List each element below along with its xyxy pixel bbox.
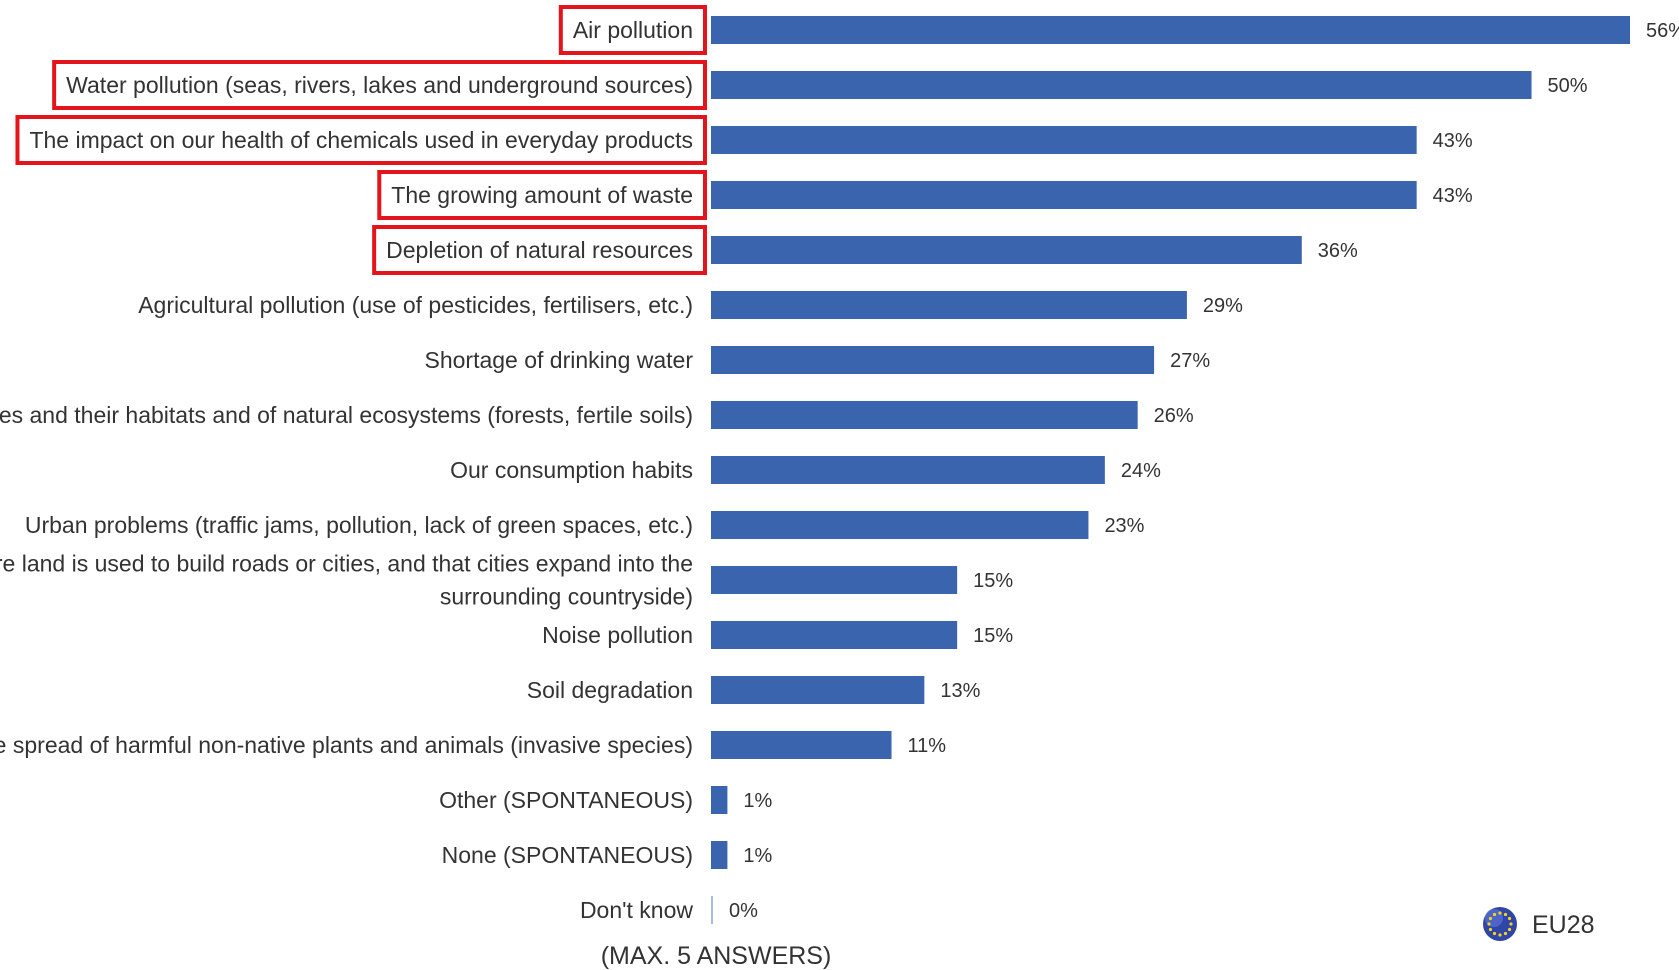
category-label-line: Urban problems (traffic jams, pollution,…: [25, 512, 693, 538]
legend-label: EU28: [1532, 911, 1595, 939]
eu-flag-star: [1498, 933, 1502, 937]
category-label: The spread of harmful non-native plants …: [0, 732, 693, 758]
category-label: Don't know: [580, 897, 693, 923]
category-label-line: species and their habitats and of natura…: [0, 402, 693, 428]
highlight-box: [52, 60, 707, 110]
value-label: 0%: [729, 900, 758, 922]
category-label: Our consumption habits: [450, 457, 693, 483]
category-label: Soil degradation: [527, 677, 693, 703]
eu-flag-star: [1507, 916, 1512, 921]
category-label-line: Agricultural pollution (use of pesticide…: [138, 292, 693, 318]
bar: [711, 346, 1155, 374]
category-label-line: Noise pollution: [542, 622, 693, 648]
bar: [711, 511, 1089, 539]
bar: [711, 456, 1105, 484]
category-label-line: t more land is used to build roads or ci…: [0, 551, 693, 577]
highlight-box: [15, 115, 707, 165]
category-label-line: Soil degradation: [527, 677, 693, 703]
category-label-line: Air pollution: [573, 17, 693, 43]
chart-note: (MAX. 5 ANSWERS): [601, 942, 832, 970]
chart-plot-area: 56% Air pollution 50% Water pollution (seas…: [0, 5, 1679, 924]
category-label-line: Other (SPONTANEOUS): [439, 787, 693, 813]
category-label: t more land is used to build roads or ci…: [0, 551, 693, 610]
highlight-box: [377, 170, 707, 220]
category-label: Air pollution: [573, 17, 693, 43]
category-label: The impact on our health of chemicals us…: [29, 127, 693, 153]
value-label: 26%: [1154, 405, 1194, 427]
value-label: 15%: [973, 625, 1013, 647]
value-label: 1%: [743, 845, 772, 867]
category-label-line: Our consumption habits: [450, 457, 693, 483]
value-label: 13%: [940, 680, 980, 702]
category-label-line: Depletion of natural resources: [386, 237, 693, 263]
eu-flag-icon: [1483, 907, 1517, 941]
category-label: Other (SPONTANEOUS): [439, 787, 693, 813]
category-label: Noise pollution: [542, 622, 693, 648]
bar: [711, 236, 1302, 264]
bar: [711, 731, 892, 759]
category-label: Depletion of natural resources: [386, 237, 693, 263]
value-label: 43%: [1433, 185, 1473, 207]
value-label: 1%: [743, 790, 772, 812]
value-label: 56%: [1646, 20, 1679, 42]
category-label-line: surrounding countryside): [440, 584, 693, 610]
bar: [711, 126, 1417, 154]
category-label: species and their habitats and of natura…: [0, 402, 693, 428]
highlight-box: [558, 5, 707, 55]
category-label-line: Water pollution (seas, rivers, lakes and…: [66, 72, 693, 98]
value-label: 29%: [1203, 295, 1243, 317]
eu-flag-star: [1507, 927, 1512, 932]
bar: [711, 896, 713, 924]
category-label: Shortage of drinking water: [425, 347, 694, 373]
eu-flag-star: [1509, 922, 1513, 926]
bar: [711, 786, 728, 814]
eu-flag-star: [1498, 911, 1502, 915]
bar: [711, 676, 925, 704]
eu-flag-star: [1488, 916, 1493, 921]
value-label: 23%: [1104, 515, 1144, 537]
category-label: Urban problems (traffic jams, pollution,…: [25, 512, 693, 538]
value-label: 36%: [1318, 240, 1358, 262]
highlight-box: [372, 225, 707, 275]
category-label-line: None (SPONTANEOUS): [442, 842, 693, 868]
bar: [711, 566, 958, 594]
category-label: Water pollution (seas, rivers, lakes and…: [66, 72, 693, 98]
category-label-line: The spread of harmful non-native plants …: [0, 732, 693, 758]
bar: [711, 16, 1630, 44]
value-label: 24%: [1121, 460, 1161, 482]
category-label: The growing amount of waste: [391, 182, 693, 208]
value-label: 11%: [908, 735, 947, 757]
bar: [711, 401, 1138, 429]
value-label: 27%: [1170, 350, 1210, 372]
category-label-line: Don't know: [580, 897, 693, 923]
category-label: None (SPONTANEOUS): [442, 842, 693, 868]
eu-flag-star: [1488, 927, 1493, 932]
eu-flag-star: [1487, 922, 1491, 926]
eu-flag-star: [1492, 931, 1497, 936]
value-label: 50%: [1548, 75, 1588, 97]
eu-flag-star: [1503, 931, 1508, 936]
eu-flag-star: [1492, 912, 1497, 917]
category-label-line: The impact on our health of chemicals us…: [29, 127, 693, 153]
category-label-line: Shortage of drinking water: [425, 347, 694, 373]
value-label: 43%: [1433, 130, 1473, 152]
legend: EU28: [1483, 907, 1595, 941]
bar: [711, 291, 1187, 319]
value-label: 15%: [973, 570, 1013, 592]
bar: [711, 71, 1532, 99]
category-label: Agricultural pollution (use of pesticide…: [138, 292, 693, 318]
bar: [711, 841, 728, 869]
bar: [711, 621, 958, 649]
category-label-line: The growing amount of waste: [391, 182, 693, 208]
bar: [711, 181, 1417, 209]
eu-flag-star: [1503, 912, 1508, 917]
